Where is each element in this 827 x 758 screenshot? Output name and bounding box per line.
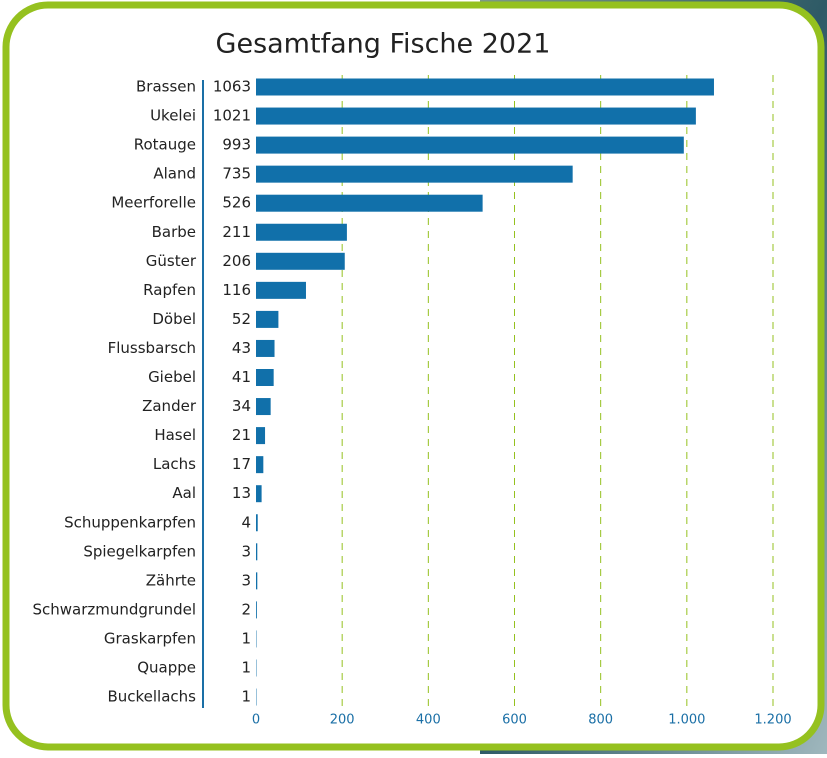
- data-label: 1: [241, 688, 251, 706]
- bar: [256, 166, 573, 183]
- y-tick-label: Buckellachs: [107, 688, 196, 706]
- bar: [256, 195, 483, 212]
- y-tick-label: Giebel: [148, 368, 196, 386]
- data-label: 4: [241, 513, 251, 531]
- bar: [256, 79, 714, 96]
- y-tick-label: Zander: [142, 397, 197, 415]
- y-tick-label: Meerforelle: [111, 194, 196, 212]
- bar: [256, 398, 271, 415]
- y-tick-label: Flussbarsch: [108, 339, 196, 357]
- bar: [256, 108, 696, 125]
- data-label: 13: [232, 484, 251, 502]
- data-label: 211: [222, 223, 251, 241]
- x-tick-label: 200: [330, 713, 355, 728]
- data-label: 52: [232, 310, 251, 328]
- data-label: 1021: [213, 107, 251, 125]
- y-tick-label: Aal: [172, 484, 196, 502]
- data-label: 735: [222, 165, 251, 183]
- data-label: 116: [222, 281, 251, 299]
- bar: [256, 601, 257, 618]
- y-tick-label: Hasel: [154, 426, 196, 444]
- y-tick-label: Schwarzmundgrundel: [32, 600, 196, 618]
- bar: [256, 543, 257, 560]
- bar: [256, 224, 347, 241]
- y-tick-label: Schuppenkarpfen: [64, 513, 196, 531]
- bar: [256, 311, 278, 328]
- y-tick-label: Lachs: [153, 455, 196, 473]
- bar: [256, 514, 258, 531]
- x-tick-label: 800: [588, 713, 613, 728]
- data-label: 3: [241, 571, 251, 589]
- data-label: 526: [222, 194, 251, 212]
- y-tick-label: Zährte: [146, 571, 196, 589]
- data-label: 206: [222, 252, 251, 270]
- bar: [256, 485, 262, 502]
- data-label: 1063: [213, 78, 251, 96]
- bar: [256, 340, 275, 357]
- y-tick-label: Barbe: [152, 223, 196, 241]
- y-tick-label: Güster: [146, 252, 197, 270]
- data-label: 1: [241, 629, 251, 647]
- x-tick-label: 1.200: [754, 713, 791, 728]
- y-tick-label: Rapfen: [143, 281, 196, 299]
- bar: [256, 572, 257, 589]
- y-tick-label: Döbel: [152, 310, 196, 328]
- y-tick-label: Rotauge: [134, 136, 196, 154]
- data-label: 2: [241, 600, 251, 618]
- bar: [256, 456, 263, 473]
- data-label: 1: [241, 659, 251, 677]
- data-label: 17: [232, 455, 251, 473]
- bar: [256, 137, 684, 154]
- y-tick-label: Quappe: [137, 659, 196, 677]
- bar: [256, 282, 306, 299]
- data-label: 3: [241, 542, 251, 560]
- x-tick-label: 1.000: [668, 713, 705, 728]
- y-tick-label: Aland: [153, 165, 196, 183]
- data-label: 21: [232, 426, 251, 444]
- y-tick-label: Brassen: [136, 78, 196, 96]
- x-tick-label: 600: [502, 713, 527, 728]
- y-tick-label: Spiegelkarpfen: [83, 542, 196, 560]
- y-tick-label: Graskarpfen: [104, 629, 196, 647]
- chart-title: Gesamtfang Fische 2021: [216, 29, 551, 60]
- data-label: 41: [232, 368, 251, 386]
- bar: [256, 253, 345, 270]
- data-label: 993: [222, 136, 251, 154]
- bar: [256, 369, 274, 386]
- data-label: 34: [232, 397, 251, 415]
- y-tick-label: Ukelei: [150, 107, 196, 125]
- x-tick-label: 0: [252, 713, 260, 728]
- bar: [256, 427, 265, 444]
- x-tick-label: 400: [416, 713, 441, 728]
- data-label: 43: [232, 339, 251, 357]
